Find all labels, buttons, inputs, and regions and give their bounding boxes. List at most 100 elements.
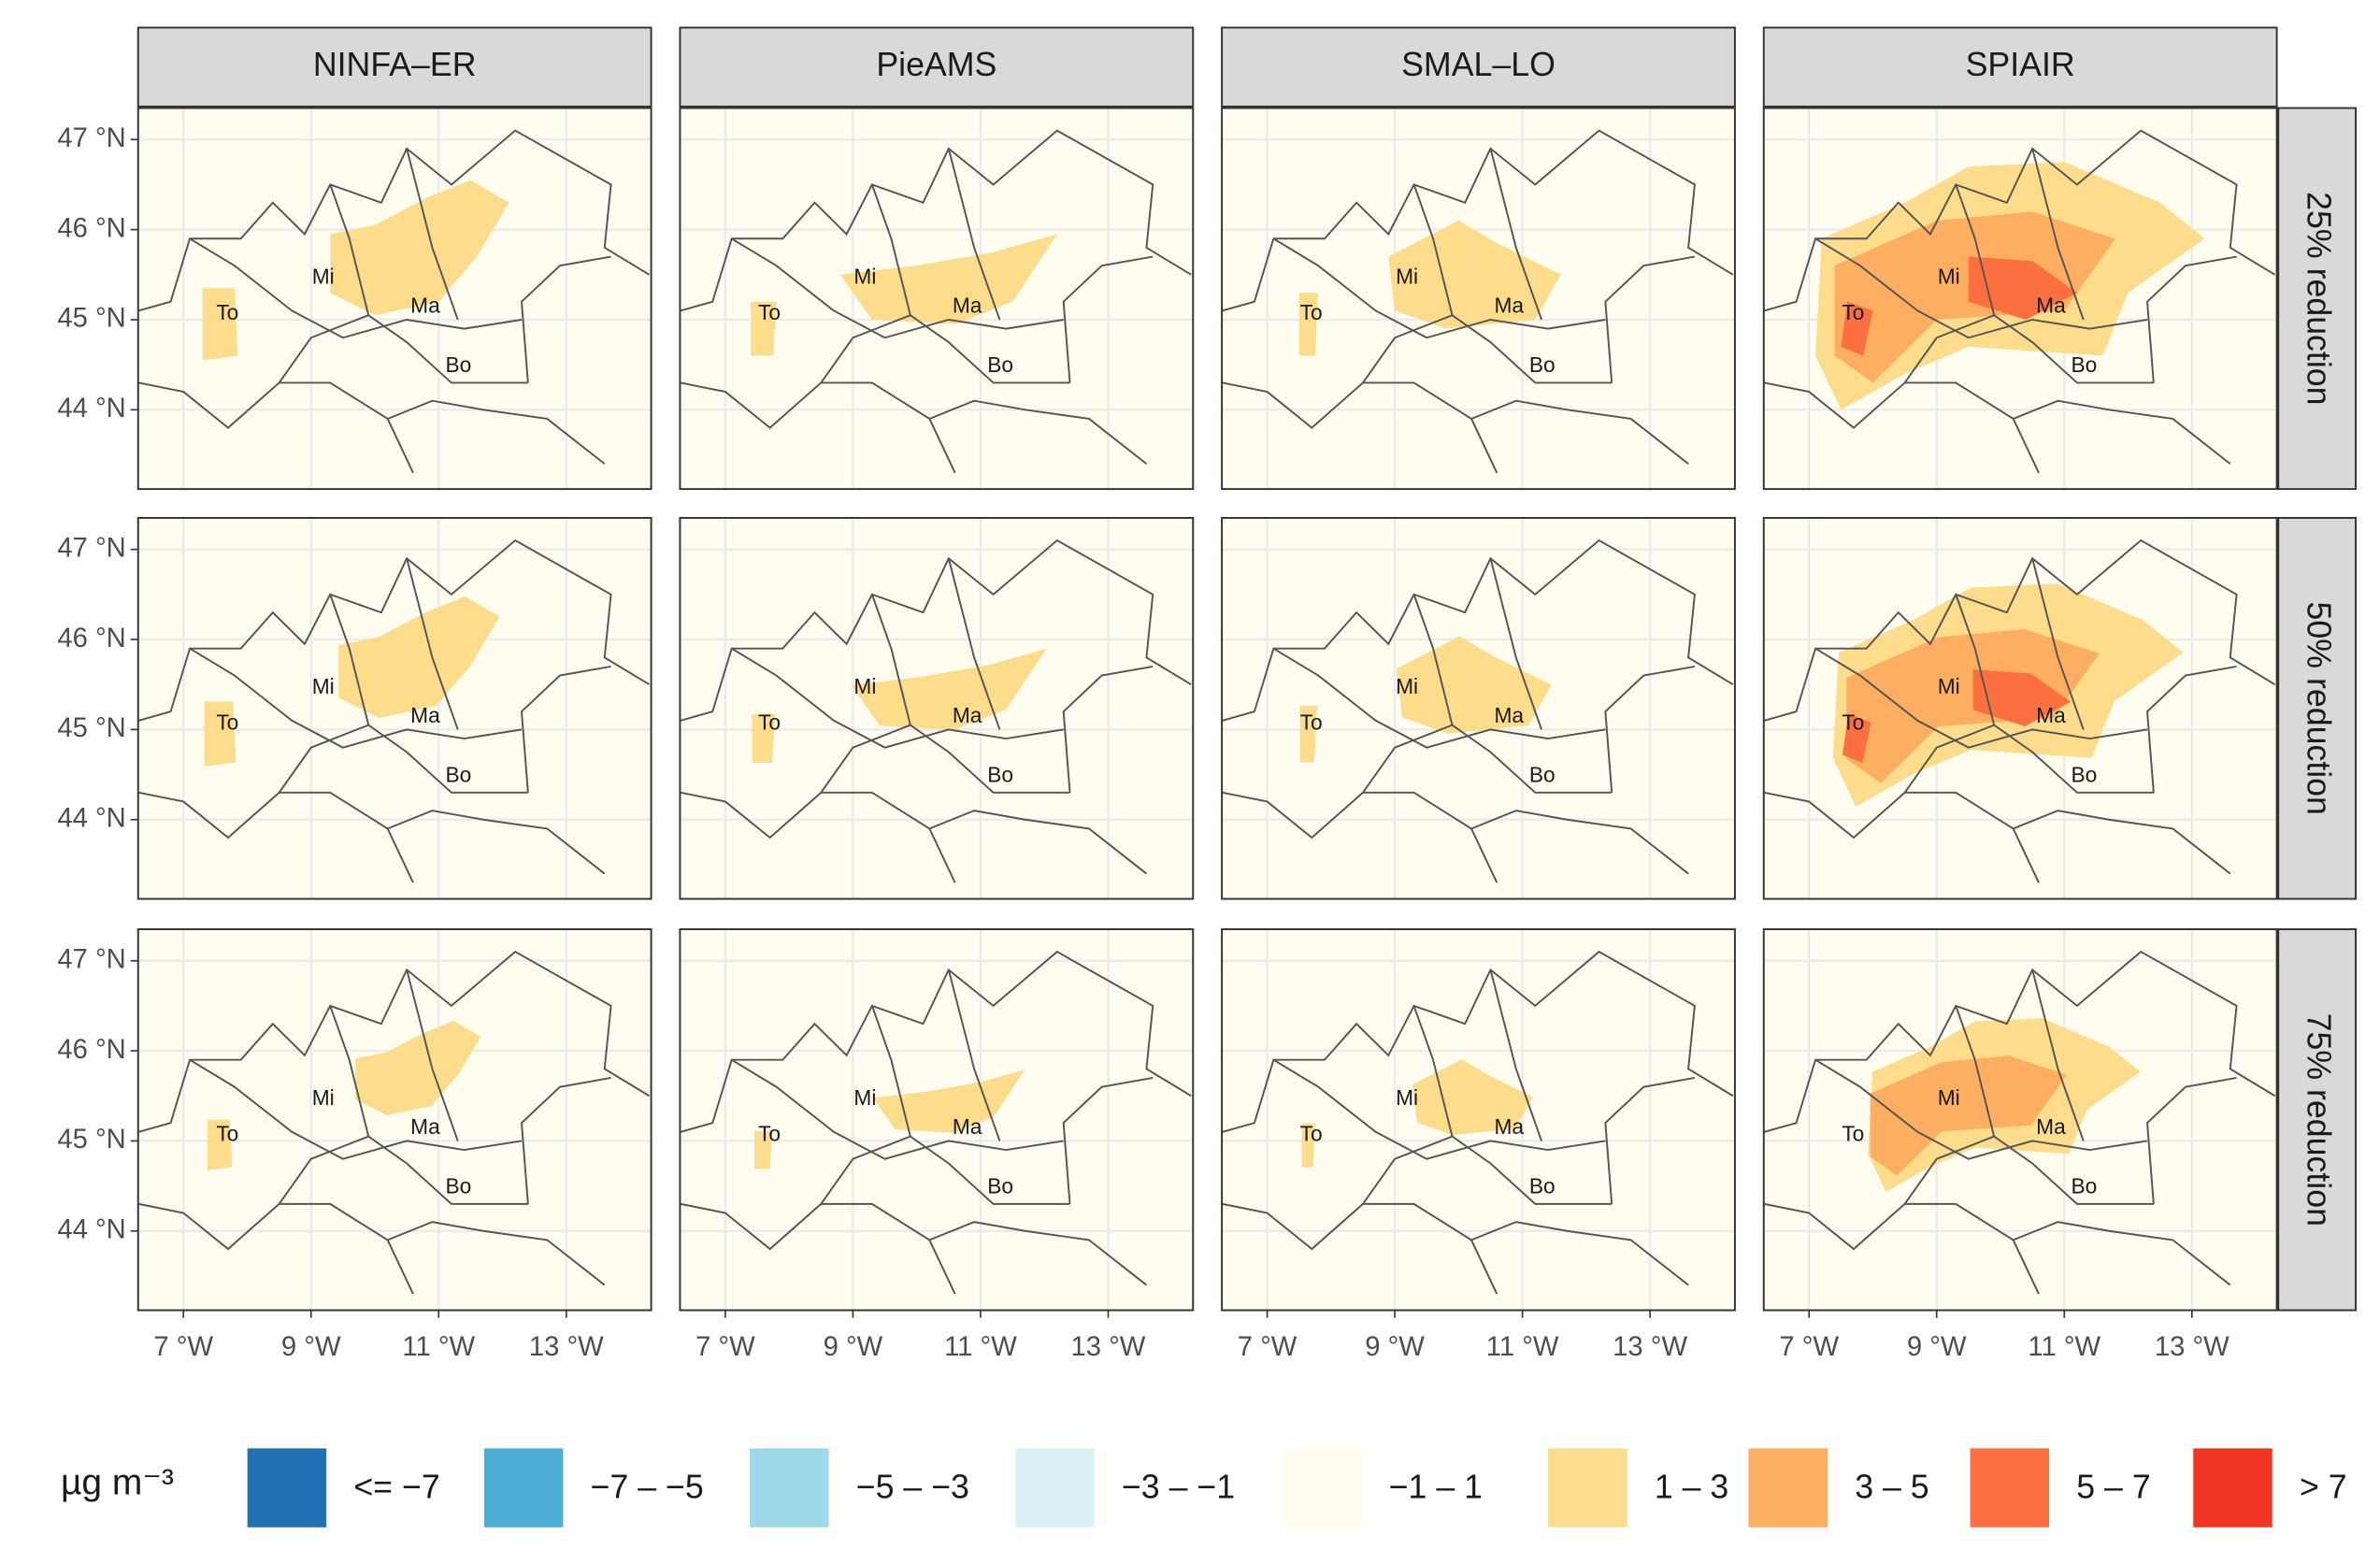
column-strip (1221, 26, 1736, 108)
panel-content: To Mi Ma Bo (680, 517, 1194, 899)
region-border (680, 538, 1192, 722)
region-border (1489, 148, 1543, 321)
city-label: Ma (2036, 293, 2066, 317)
region-border (1764, 950, 2276, 1133)
concentration-area (338, 596, 500, 719)
city-label: Bo (446, 352, 472, 377)
legend-label: 1 – 3 (1655, 1469, 1728, 1506)
legend-key (1748, 1448, 1828, 1528)
region-border (1222, 538, 1734, 722)
city-label: Mi (312, 1085, 335, 1110)
region-border (870, 594, 911, 725)
map-panel: To Mi Ma Bo (679, 516, 1195, 900)
city-label: To (1842, 710, 1864, 735)
region-border (731, 647, 1064, 749)
region-border (387, 1221, 606, 1286)
region-border (138, 538, 651, 722)
region-border (1903, 314, 2154, 384)
region-border (329, 1005, 370, 1137)
region-border (138, 950, 651, 1133)
region-border (387, 399, 606, 465)
region-border (1412, 1005, 1454, 1137)
region-border (1222, 129, 1734, 312)
city-label: Bo (446, 1174, 472, 1198)
city-label: Ma (410, 1114, 440, 1139)
region-border (1764, 1202, 2040, 1295)
concentration-area (1842, 714, 1871, 764)
city-label: Mi (1938, 674, 1960, 698)
region-border (680, 950, 1192, 1133)
region-border (520, 255, 611, 383)
concentration-area (204, 701, 237, 767)
region-border (1814, 1058, 2148, 1160)
column-strip (136, 26, 652, 108)
region-border (406, 558, 459, 730)
city-label: To (758, 710, 781, 735)
city-label: To (1300, 300, 1323, 324)
region-border (1955, 184, 1996, 316)
city-label: Ma (953, 1114, 982, 1139)
region-border (1272, 647, 1606, 749)
region-border (928, 1221, 1148, 1286)
y-tick-label: 44 °N (57, 1214, 125, 1244)
region-border (870, 1005, 911, 1137)
region-border (928, 399, 1148, 465)
legend-key (1970, 1448, 2050, 1528)
city-label: Ma (2036, 1114, 2066, 1139)
y-tick-label: 46 °N (57, 1035, 125, 1065)
x-tick-label: 9 °W (1907, 1332, 1967, 1362)
city-label: To (216, 710, 238, 735)
panel-border (1221, 107, 1736, 491)
region-border (1955, 1005, 1996, 1137)
region-border (947, 148, 1001, 321)
concentration-area (752, 714, 776, 764)
x-tick-label: 11 °W (944, 1332, 1017, 1362)
city-label: Bo (987, 1174, 1013, 1198)
city-label: Mi (1938, 265, 1960, 289)
panel-content: To Mi Ma Bo (1763, 108, 2277, 490)
map-panel: To Mi Ma Bo 44 °N 45 °N 46 °N 47 °N (57, 516, 652, 900)
region-border (1272, 1058, 1606, 1160)
legend-label: <= −7 (353, 1469, 439, 1506)
panel-content: To Mi Ma Bo (137, 929, 652, 1311)
region-border (2031, 148, 2085, 321)
legend-label: 3 – 5 (1855, 1469, 1928, 1506)
region-border (820, 724, 1070, 794)
map-panel: To Mi Ma Bo 7 °W 9 °W 11 °W 13 °W (1221, 928, 1736, 1362)
city-label: Ma (953, 703, 982, 727)
region-border (1489, 969, 1543, 1141)
region-border (1362, 1135, 1613, 1205)
x-tick-label: 9 °W (281, 1332, 341, 1362)
x-tick-label: 7 °W (1238, 1332, 1298, 1362)
city-label: Bo (2072, 1174, 2098, 1198)
map-panel: To Mi Ma Bo 7 °W 9 °W 11 °W 13 °W (1762, 928, 2278, 1362)
region-border (820, 1135, 1070, 1205)
region-border (189, 237, 523, 339)
region-border (1814, 237, 2148, 339)
panel-border (136, 928, 652, 1312)
city-label: Bo (2072, 762, 2098, 786)
region-border (1604, 665, 1696, 793)
panel-border (679, 107, 1195, 491)
row-label: 25% reduction (2300, 192, 2337, 405)
x-tick-label: 7 °W (1779, 1332, 1839, 1362)
region-border (1903, 1135, 2154, 1205)
region-border (731, 237, 1064, 339)
x-tick-label: 13 °W (2155, 1332, 2229, 1362)
concentration-area (355, 1020, 481, 1116)
region-border (1764, 129, 2276, 312)
region-border (406, 969, 459, 1141)
column-label: SPIAIR (1966, 46, 2075, 83)
panel-border (679, 516, 1195, 900)
region-border (387, 810, 606, 875)
region-border (1470, 1221, 1689, 1286)
region-border (2013, 810, 2231, 875)
x-tick-label: 13 °W (1071, 1332, 1146, 1362)
panel-border (679, 928, 1195, 1312)
legend-key (247, 1448, 327, 1528)
panel-content: To Mi Ma Bo (1222, 929, 1735, 1311)
panel-content: To Mi Ma Bo (1763, 929, 2277, 1311)
legend-label: 5 – 7 (2076, 1469, 2150, 1506)
region-border (1062, 1077, 1154, 1204)
